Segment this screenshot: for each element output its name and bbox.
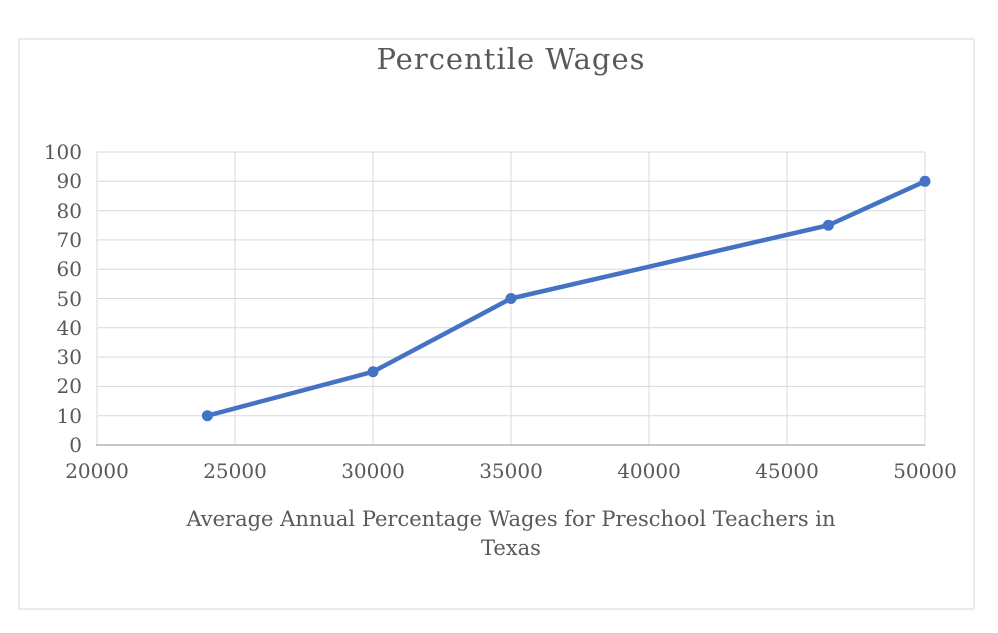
chart-frame	[18, 38, 975, 610]
y-tick-label: 0	[69, 433, 82, 457]
y-tick-label: 90	[56, 169, 82, 194]
y-tick-label: 70	[56, 227, 82, 252]
data-point-marker	[919, 175, 931, 187]
data-point-marker	[822, 219, 834, 231]
data-point-marker	[505, 293, 517, 304]
y-tick-label: 100	[43, 140, 82, 164]
y-tick-label: 80	[56, 198, 82, 223]
x-axis-title: Average Annual Percentage Wages for Pres…	[97, 505, 925, 563]
y-tick-label: 60	[56, 257, 82, 282]
x-tick-label: 45000	[755, 459, 819, 483]
x-tick-label: 30000	[341, 459, 405, 483]
y-tick-label: 20	[56, 374, 82, 399]
x-tick-label: 35000	[479, 459, 543, 483]
chart-title: Percentile Wages	[376, 42, 646, 76]
x-axis-title-line1: Average Annual Percentage Wages for Pres…	[186, 507, 836, 531]
x-tick-label: 25000	[203, 459, 267, 483]
x-tick-label: 50000	[893, 459, 957, 483]
y-tick-label: 50	[56, 286, 82, 311]
data-point-marker	[201, 410, 213, 422]
x-tick-label: 40000	[617, 459, 681, 483]
y-tick-label: 40	[56, 315, 82, 340]
x-axis-title-line2: Texas	[481, 536, 541, 560]
y-tick-label: 30	[56, 345, 82, 370]
x-tick-label: 20000	[65, 459, 129, 483]
y-tick-label: 10	[56, 403, 82, 428]
data-point-marker	[367, 366, 379, 378]
